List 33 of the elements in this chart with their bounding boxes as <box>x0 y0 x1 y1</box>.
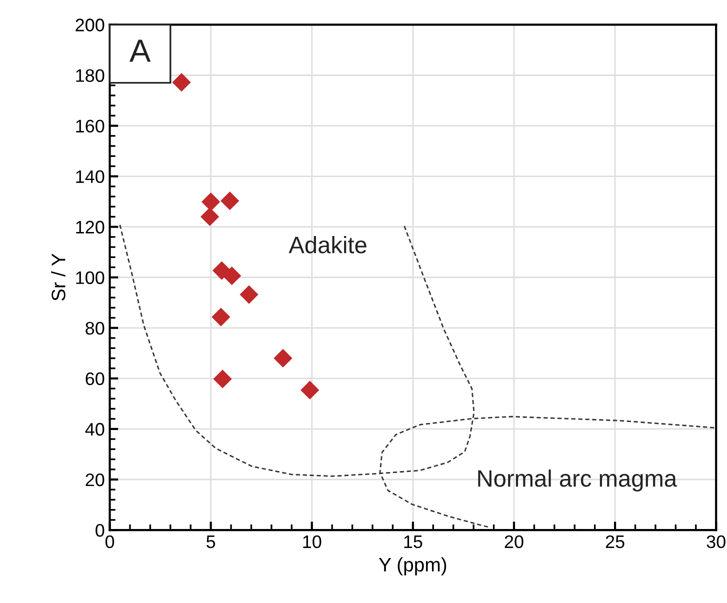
point <box>202 192 220 212</box>
y-tick-label: 80 <box>86 322 104 335</box>
y-tick-label: 140 <box>76 170 104 184</box>
point <box>274 348 292 368</box>
x-tick-label: 0 <box>105 535 114 548</box>
x-tick-label: 20 <box>504 535 524 548</box>
x-tick-label: 30 <box>706 535 726 548</box>
point <box>300 380 320 400</box>
y-tick-label: 160 <box>76 120 104 133</box>
point <box>200 207 220 226</box>
x-axis-title: Y (ppm) <box>378 557 446 576</box>
y-tick-label: 100 <box>76 271 104 284</box>
x-tick-label: 15 <box>404 536 422 548</box>
y-tick-label: 0 <box>96 524 104 537</box>
point <box>172 73 191 92</box>
point <box>240 285 258 304</box>
x-tick-label: 5 <box>206 536 216 548</box>
y-tick-label: 20 <box>86 473 104 486</box>
y-tick-label: 200 <box>76 18 104 32</box>
annotation: Adakite <box>288 236 366 254</box>
point <box>212 308 230 326</box>
x-tick-label: 25 <box>606 535 624 548</box>
y-tick-label: 60 <box>86 372 104 386</box>
annotation: A <box>130 40 151 62</box>
y-tick-label: 120 <box>76 220 104 234</box>
annotation: Normal arc magma <box>478 470 678 492</box>
point <box>222 266 242 286</box>
y-axis-title: Sr / Y <box>51 254 66 301</box>
x-tick-label: 10 <box>303 535 322 548</box>
point <box>213 370 232 388</box>
y-tick-label: 180 <box>76 69 104 82</box>
point <box>220 192 240 210</box>
y-tick-label: 40 <box>85 422 104 436</box>
